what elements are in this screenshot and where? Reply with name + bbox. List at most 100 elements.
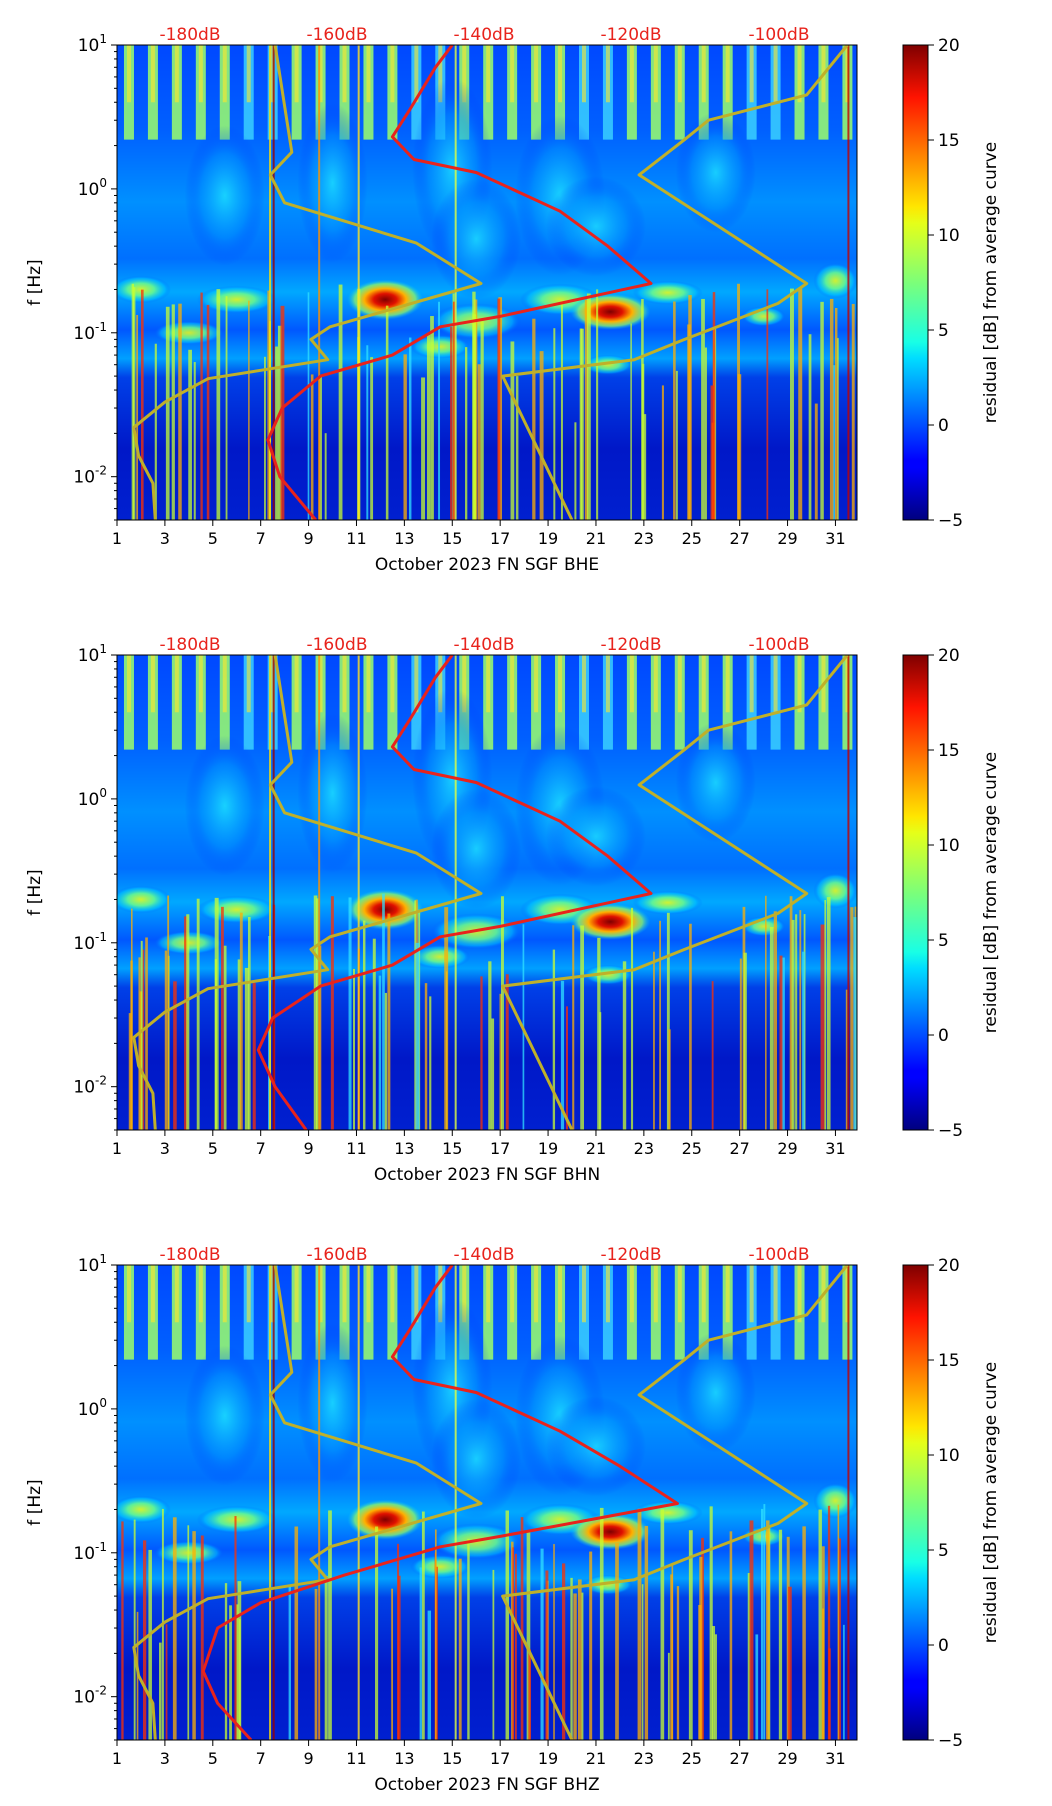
stripe-core — [342, 655, 347, 713]
storm-hotspot — [347, 889, 424, 930]
spike — [223, 945, 227, 1130]
stripe-core — [677, 1265, 682, 1323]
colorbar: 20 15 10 5 0 −5 residual [dB] from average cur… — [902, 646, 1001, 1141]
y-tick-label: 100 — [78, 1396, 107, 1420]
colorbar-label: residual [dB] from average curve — [981, 1362, 1001, 1643]
stripe-core — [150, 45, 155, 103]
spike — [131, 283, 135, 520]
y-tick-label: 10-1 — [73, 320, 107, 344]
spectrogram-area — [117, 1265, 857, 1740]
spike — [499, 993, 502, 1130]
spike — [526, 1530, 531, 1740]
y-tick-exponent: 1 — [99, 1252, 107, 1266]
stripe-core — [677, 655, 682, 713]
y-tick-base: 10 — [73, 324, 95, 344]
microseism-blob — [813, 262, 857, 299]
microseism-blob — [196, 895, 277, 924]
spike — [511, 1541, 514, 1740]
x-tick-label: 31 — [825, 529, 845, 548]
x-tick-label: 27 — [729, 1139, 749, 1158]
colorbar-label: residual [dB] from average curve — [981, 142, 1001, 423]
psd-curve-2 — [501, 1265, 849, 1740]
stripe-core — [150, 1265, 155, 1323]
spike — [164, 950, 168, 1130]
stripe-core — [605, 1265, 610, 1323]
y-tick-label: 101 — [78, 642, 107, 666]
top-db-label: -100dB — [748, 25, 809, 45]
spike — [688, 1530, 693, 1740]
y-tick-label: 10-2 — [73, 1684, 107, 1708]
spike — [234, 1516, 237, 1740]
stripe-core — [486, 45, 491, 103]
stripe-core — [534, 45, 539, 103]
spike — [701, 1537, 704, 1740]
spike — [397, 1543, 400, 1740]
x-tick-label: 9 — [303, 1749, 313, 1768]
spike — [236, 1604, 239, 1740]
stripe-core — [653, 45, 658, 103]
spike — [397, 1575, 401, 1740]
colorbar-gradient — [902, 1264, 929, 1741]
spike — [387, 913, 391, 1130]
spike — [277, 325, 282, 520]
y-tick-base: 10 — [73, 1688, 95, 1708]
spike — [165, 1624, 168, 1740]
spike — [765, 895, 767, 1130]
stripe-core — [318, 1265, 323, 1323]
noise-blobs — [117, 687, 857, 985]
x-tick-label: 19 — [538, 1139, 558, 1158]
x-tick-label: 3 — [160, 1749, 170, 1768]
colorbar-tick-label: 5 — [938, 931, 949, 951]
stripe-core — [797, 1265, 802, 1323]
spike — [237, 959, 241, 1130]
x-tick-label: 21 — [586, 1749, 606, 1768]
spike — [338, 284, 343, 520]
event-line — [454, 655, 457, 1130]
x-tick-label: 15 — [442, 529, 462, 548]
stripe-core — [486, 655, 491, 713]
top-db-label: -120dB — [600, 1245, 661, 1265]
spike — [200, 1535, 204, 1740]
spike — [589, 1551, 593, 1740]
spike — [142, 949, 145, 1130]
y-tick-exponent: 0 — [99, 1396, 107, 1410]
spike — [737, 283, 741, 520]
microseism-blob — [117, 885, 171, 914]
stripe-core — [438, 1265, 443, 1323]
spike — [348, 897, 352, 1130]
colorbar-tick-label: 15 — [938, 741, 960, 761]
spike — [659, 920, 661, 1130]
spike — [492, 1569, 495, 1740]
y-tick-base: 10 — [78, 1400, 100, 1420]
spike — [488, 961, 492, 1130]
y-tick-base: 10 — [73, 934, 95, 954]
spike — [497, 298, 501, 520]
y-tick-exponent: -1 — [95, 1540, 107, 1554]
spike — [562, 1563, 566, 1740]
x-axis-label: October 2023 FN SGF BHZ — [374, 1775, 599, 1795]
spike — [435, 1566, 438, 1740]
spike — [641, 1584, 644, 1740]
spike — [689, 923, 692, 1130]
top-db-label: -180dB — [159, 1245, 220, 1265]
spike — [540, 1548, 544, 1740]
y-tick-exponent: 0 — [99, 786, 107, 800]
spike — [148, 1549, 152, 1740]
spike — [581, 1592, 584, 1740]
spike — [845, 989, 848, 1130]
colorbar: 20 15 10 5 0 −5 residual [dB] from average cur… — [902, 1256, 1001, 1751]
x-axis-label: October 2023 FN SGF BHN — [374, 1165, 600, 1185]
spike — [172, 1517, 177, 1740]
spike — [798, 288, 803, 520]
spike — [673, 301, 676, 520]
psd-curve-3 — [201, 1265, 679, 1740]
spike — [666, 912, 670, 1130]
spike — [729, 1531, 733, 1740]
x-tick-label: 1 — [112, 529, 122, 548]
stripe-core — [486, 1265, 491, 1323]
spike — [427, 1610, 432, 1740]
stripe-core — [677, 45, 682, 103]
spike — [709, 1506, 713, 1740]
y-tick-label: 10-2 — [73, 464, 107, 488]
spike — [586, 293, 591, 520]
